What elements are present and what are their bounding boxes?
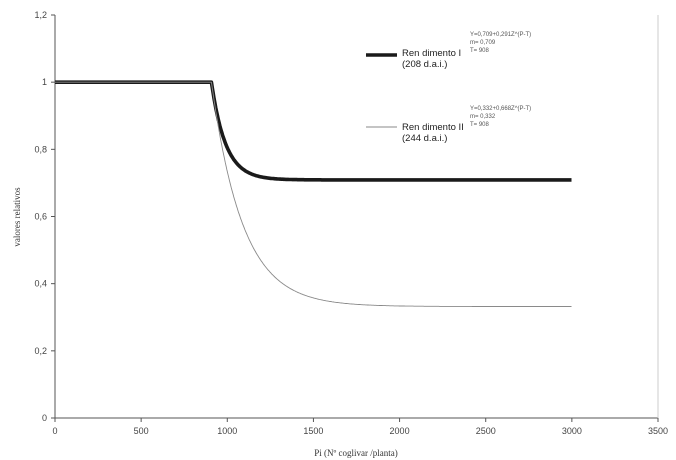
equation-text-rendimento-i: Y=0,709+0,291Z^(P-T): [470, 32, 531, 38]
x-axis-label: Pi (Nº coglivar /planta): [314, 448, 398, 458]
y-tick-labels: 0 0,2 0,4 0,6 0,8 1 1,2: [34, 10, 55, 423]
x-tick-label: 2500: [476, 426, 496, 436]
series-line-rendimento-i: [55, 80, 573, 182]
x-tick-label: 2000: [390, 426, 410, 436]
series-lines: [55, 80, 573, 307]
x-tick-label: 500: [134, 426, 149, 436]
x-tick-label: 1500: [303, 426, 323, 436]
series-line-rendimento-ii: [55, 81, 572, 307]
y-tick-label: 1: [42, 77, 47, 87]
legend-label-rendimento-ii: (244 d.a.i.): [402, 133, 447, 144]
y-tick-label: 0,2: [34, 346, 47, 356]
axes: [54, 15, 659, 419]
x-tick-labels: 0 500 1000 1500 2000 2500 3000 3500: [52, 418, 668, 436]
x-tick-label: 3500: [648, 426, 668, 436]
y-tick-label: 0: [42, 413, 47, 423]
legend: Ren dimento I(208 d.a.i.) Y=0,709+0,291Z^…: [366, 32, 531, 144]
equation-text-rendimento-ii: m= 0,332: [470, 114, 496, 120]
equation-text-rendimento-ii: T= 908: [470, 122, 490, 128]
equation-text-rendimento-i: T= 908: [470, 48, 490, 54]
legend-label-rendimento-ii: Ren dimento II: [402, 122, 464, 133]
y-tick-label: 1,2: [34, 10, 47, 20]
equation-text-rendimento-ii: Y=0,332+0,668Z^(P-T): [470, 106, 531, 112]
x-tick-label: 1000: [217, 426, 237, 436]
y-tick-label: 0,4: [34, 279, 47, 289]
y-tick-label: 0,6: [34, 212, 47, 222]
y-axis-label: valores relativos: [12, 187, 22, 247]
legend-label-rendimento-i: (208 d.a.i.): [402, 59, 447, 70]
equation-text-rendimento-i: m= 0,709: [470, 40, 496, 46]
x-tick-label: 3000: [562, 426, 582, 436]
x-tick-label: 0: [52, 426, 57, 436]
legend-label-rendimento-i: Ren dimento I: [402, 48, 461, 59]
y-tick-label: 0,8: [34, 144, 47, 154]
